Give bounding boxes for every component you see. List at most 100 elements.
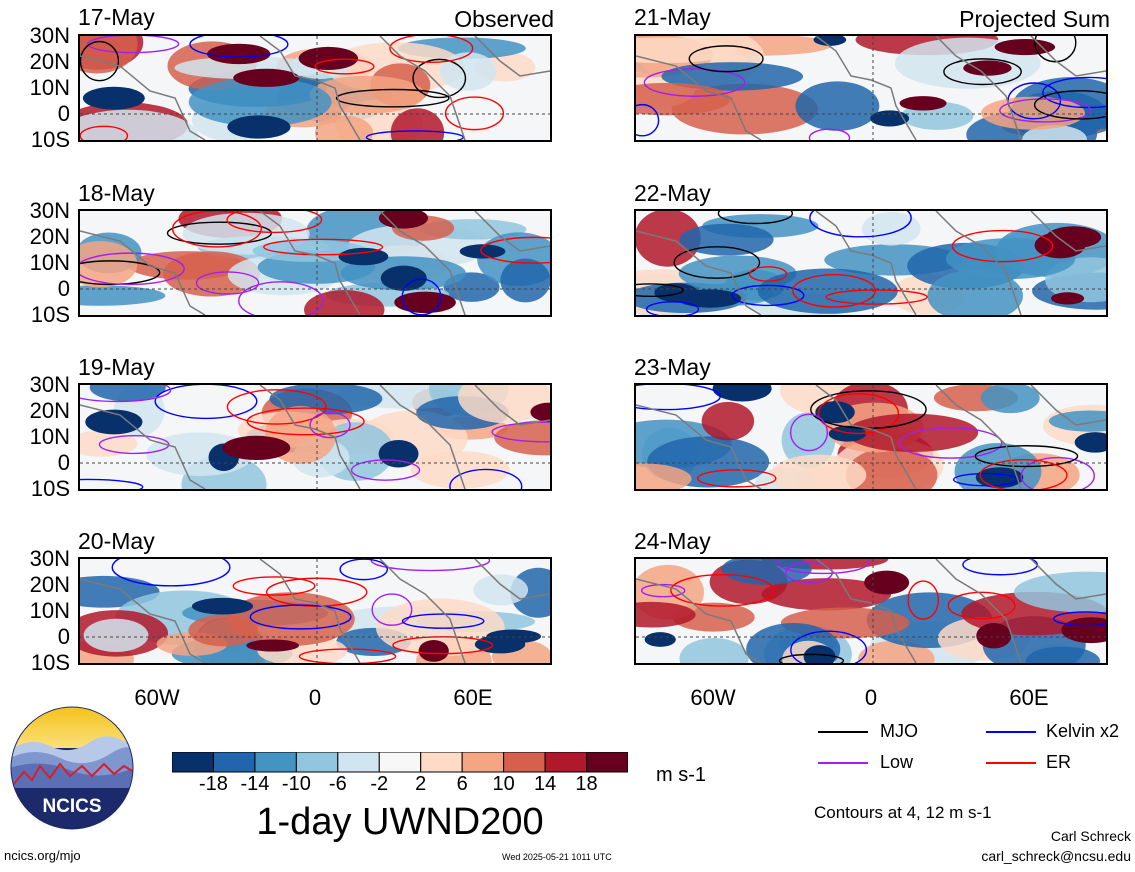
anomaly-core: [813, 36, 847, 46]
figure-title: 1-day UWND200: [256, 801, 544, 843]
lon-label: 0: [308, 685, 322, 710]
lat-label: 20N: [29, 572, 70, 597]
map-24-may: [634, 557, 1108, 665]
observed-label: Observed: [454, 6, 554, 32]
anomaly-core: [963, 60, 1012, 76]
contour-line: [717, 211, 794, 225]
anomaly-core: [378, 211, 429, 229]
anomaly-core: [222, 435, 291, 460]
anomaly-core: [82, 86, 145, 110]
anomaly-shading: [314, 115, 374, 140]
anomaly-shading: [861, 211, 921, 246]
contour-line: [817, 392, 900, 435]
colorbar-tick-label: -18: [199, 773, 228, 795]
coastline: [80, 559, 550, 663]
lon-label: 60E: [453, 685, 493, 710]
lat-label: 30N: [29, 23, 70, 48]
contour-line: [389, 36, 474, 64]
kelvin-line: [986, 731, 1036, 733]
colorbar-swatch: [420, 751, 463, 773]
contour-line: [370, 559, 491, 572]
contour-line: [636, 283, 684, 298]
contour-line: [907, 580, 940, 620]
lat-label: 30N: [29, 198, 70, 223]
anomaly-shading: [636, 463, 692, 489]
colorbar-tick-label: -10: [281, 773, 311, 795]
lat-label: 20N: [29, 49, 70, 74]
contour-line: [365, 130, 464, 140]
anomaly-core: [815, 401, 855, 424]
contour-line: [636, 385, 721, 411]
contour-line: [999, 98, 1092, 123]
anomaly-shading: [981, 96, 1085, 130]
colorbar-swatch: [461, 751, 505, 773]
colorbar-swatch: [544, 751, 588, 773]
lat-label: 0: [57, 101, 70, 126]
contour-line: [645, 301, 700, 315]
lat-label: 10N: [29, 598, 70, 623]
map-21-may: [634, 34, 1108, 142]
anomaly-shading: [80, 109, 199, 140]
contour-line: [298, 648, 397, 663]
lon-label: 60E: [1009, 685, 1049, 710]
contour-line: [401, 613, 485, 629]
lat-label: 10N: [29, 424, 70, 449]
coastline: [636, 211, 1106, 315]
contour-line: [974, 445, 1079, 468]
contour-line: [86, 36, 180, 54]
panel-date: 21-May: [634, 4, 711, 30]
anomaly-shading: [439, 52, 497, 91]
contour-line: [790, 630, 868, 663]
contour-line: [748, 266, 788, 282]
coastline: [636, 385, 1106, 489]
lat-label: 20N: [29, 224, 70, 249]
colorbar-tick-label: 6: [456, 773, 468, 795]
contour-line: [643, 68, 746, 97]
legend-kelvin: Kelvin x2: [1046, 721, 1120, 741]
contour-line: [80, 260, 161, 286]
anomaly-shading: [679, 637, 749, 663]
contour-line: [314, 58, 375, 75]
contour-line: [232, 576, 316, 596]
colorbar-tick-label: 10: [492, 773, 515, 795]
anomaly-shading: [845, 447, 938, 489]
colorbar-units: m s-1: [656, 764, 706, 786]
contour-line: [371, 593, 413, 626]
lat-label: 10S: [30, 476, 70, 501]
contour-line: [401, 278, 442, 315]
lat-label: 10N: [29, 75, 70, 100]
lat-label: 10S: [30, 650, 70, 675]
contour-line: [688, 45, 764, 73]
contour-line: [670, 574, 775, 607]
contour-line: [263, 238, 384, 256]
anomaly-core: [976, 623, 1012, 649]
panel-date: 17-May: [78, 4, 155, 30]
contour-line: [951, 229, 1054, 263]
anomaly-shading: [500, 258, 550, 303]
colorbar-swatch: [295, 751, 339, 773]
anomaly-core: [459, 244, 506, 259]
anomaly-shading: [927, 269, 1023, 315]
anomaly-shading: [795, 81, 880, 131]
map-23-may: [634, 383, 1108, 491]
contour-line: [785, 561, 834, 584]
mjo-line: [818, 731, 868, 733]
contour-line: [1033, 90, 1106, 120]
contour-line: [808, 128, 851, 140]
ncics-logo: NCICS: [10, 706, 134, 830]
contours-note: Contours at 4, 12 m s-1: [814, 803, 992, 822]
anomaly-core: [864, 570, 910, 595]
colorbar-swatch: [254, 751, 297, 773]
panel-date: 19-May: [78, 354, 155, 380]
map-22-may: [634, 209, 1108, 317]
map-17-may: [78, 34, 552, 142]
legend-low: Low: [880, 752, 914, 772]
author: Carl Schreck: [1050, 828, 1131, 844]
contour-line: [80, 385, 172, 403]
anomaly-shading: [89, 385, 166, 402]
anomaly-shading: [304, 290, 385, 315]
lat-label: 30N: [29, 546, 70, 571]
panel-date: 24-May: [634, 528, 711, 554]
anomaly-core: [994, 39, 1056, 56]
colorbar-swatch: [378, 751, 422, 773]
